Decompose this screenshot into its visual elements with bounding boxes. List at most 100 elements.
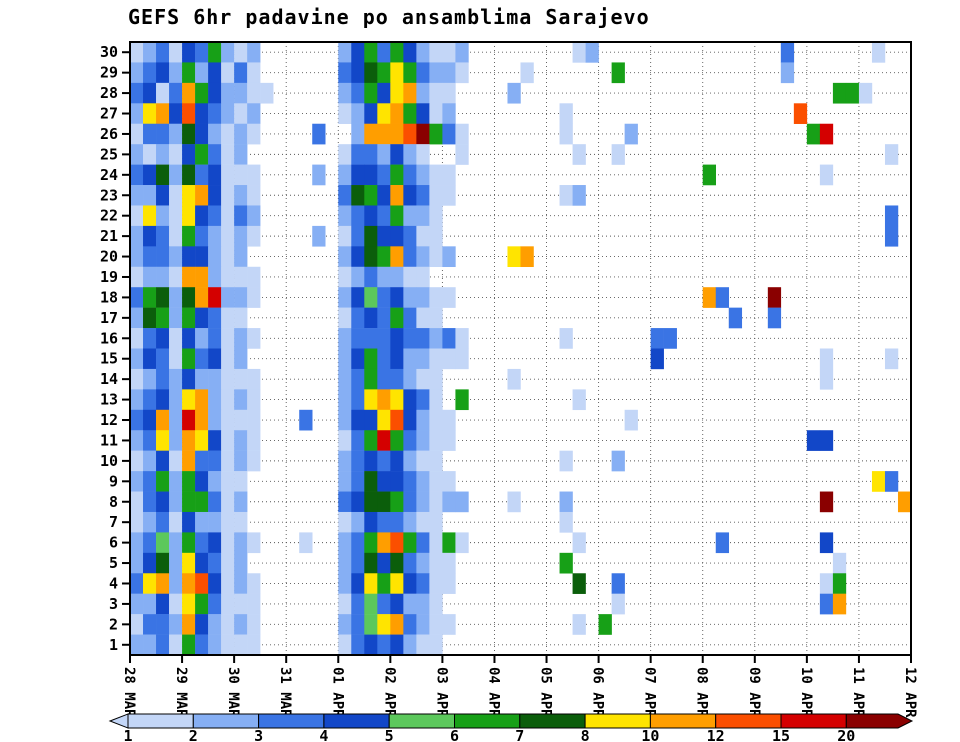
heatmap-cell — [221, 225, 235, 247]
heatmap-cell — [234, 62, 248, 84]
heatmap-cell — [364, 614, 378, 635]
heatmap-cell — [169, 368, 183, 390]
heatmap-cell — [338, 491, 352, 513]
heatmap-cell — [221, 593, 235, 615]
heatmap-cell — [195, 328, 209, 349]
heatmap-cell — [351, 614, 365, 635]
heatmap-cell — [156, 287, 170, 308]
heatmap-cell — [351, 103, 365, 124]
heatmap-cell — [234, 266, 248, 288]
heatmap-cell — [572, 614, 586, 635]
heatmap-cell — [182, 164, 196, 186]
heatmap-cell — [156, 164, 170, 186]
heatmap-cell — [416, 62, 430, 84]
heatmap-cell — [416, 287, 430, 308]
heatmap-cell — [429, 82, 443, 104]
heatmap-cell — [156, 593, 170, 615]
heatmap-cell — [247, 205, 261, 227]
heatmap-cell — [429, 205, 443, 227]
heatmap-cell — [143, 593, 157, 615]
heatmap-cell — [182, 42, 196, 63]
heatmap-cell — [156, 552, 170, 574]
colorbar-tick-label: 4 — [319, 727, 328, 742]
heatmap-cell — [338, 225, 352, 247]
heatmap-cell — [819, 348, 834, 370]
heatmap-cell — [182, 532, 196, 554]
heatmap-cell — [221, 205, 235, 227]
heatmap-cell — [559, 328, 573, 349]
heatmap-cell — [403, 593, 417, 615]
colorbar-tick-label: 6 — [450, 727, 459, 742]
heatmap-cell — [884, 471, 899, 492]
heatmap-cell — [182, 552, 196, 574]
heatmap-cell — [403, 368, 417, 390]
heatmap-cell — [416, 552, 430, 574]
heatmap-cell — [364, 450, 378, 472]
heatmap-cell — [169, 328, 183, 349]
heatmap-cell — [195, 511, 209, 533]
y-tick-label: 30 — [100, 43, 118, 61]
heatmap-cell — [182, 389, 196, 411]
heatmap-cell — [234, 552, 248, 574]
heatmap-cell — [364, 42, 378, 63]
heatmap-cell — [234, 205, 248, 227]
heatmap-cell — [156, 573, 170, 594]
heatmap-cell — [819, 532, 834, 554]
heatmap-cell — [221, 82, 235, 104]
heatmap-cell — [221, 368, 235, 390]
heatmap-cell — [364, 573, 378, 594]
heatmap-cell — [208, 82, 222, 104]
heatmap-cell — [351, 389, 365, 411]
heatmap-cell — [780, 42, 795, 63]
heatmap-cell — [429, 328, 443, 349]
heatmap-cell — [377, 532, 391, 554]
heatmap-cell — [390, 205, 404, 227]
heatmap-cell — [234, 634, 248, 656]
heatmap-cell — [364, 123, 378, 145]
heatmap-cell — [429, 185, 443, 206]
heatmap-cell — [429, 225, 443, 247]
heatmap-cell — [572, 573, 586, 594]
y-tick-label: 10 — [100, 452, 118, 470]
heatmap-cell — [416, 123, 430, 145]
heatmap-cell — [143, 307, 157, 329]
heatmap-cell — [208, 103, 222, 124]
heatmap-cell — [416, 511, 430, 533]
heatmap-cell — [611, 144, 625, 165]
heatmap-cell — [247, 123, 261, 145]
heatmap-cell — [156, 368, 170, 390]
heatmap-cell — [195, 287, 209, 308]
heatmap-cell — [390, 266, 404, 288]
heatmap-cell — [143, 614, 157, 635]
heatmap-cell — [403, 511, 417, 533]
heatmap-cell — [455, 532, 469, 554]
heatmap-cell — [169, 409, 183, 431]
heatmap-cell — [130, 246, 144, 268]
heatmap-cell — [364, 328, 378, 349]
heatmap-cell — [156, 430, 170, 451]
heatmap-cell — [364, 634, 378, 656]
heatmap-cell — [143, 368, 157, 390]
heatmap-cell — [143, 42, 157, 63]
heatmap-cell — [429, 593, 443, 615]
heatmap-cell — [351, 491, 365, 513]
heatmap-cell — [364, 225, 378, 247]
heatmap-cell — [143, 103, 157, 124]
heatmap-cell — [208, 205, 222, 227]
heatmap-cell — [169, 573, 183, 594]
heatmap-cell — [208, 348, 222, 370]
x-tick-label: 30 MAR — [225, 667, 241, 718]
x-tick-label: 03 APR — [433, 667, 449, 718]
heatmap-cell — [169, 348, 183, 370]
heatmap-cell — [195, 614, 209, 635]
heatmap-cell — [416, 348, 430, 370]
heatmap-cell — [234, 532, 248, 554]
heatmap-cell — [208, 144, 222, 165]
heatmap-cell — [377, 246, 391, 268]
heatmap-cell — [351, 348, 365, 370]
colorbar-tick-label: 12 — [707, 727, 725, 742]
heatmap-cell — [234, 389, 248, 411]
heatmap-cell — [429, 246, 443, 268]
heatmap-cell — [351, 82, 365, 104]
heatmap-cell — [429, 409, 443, 431]
